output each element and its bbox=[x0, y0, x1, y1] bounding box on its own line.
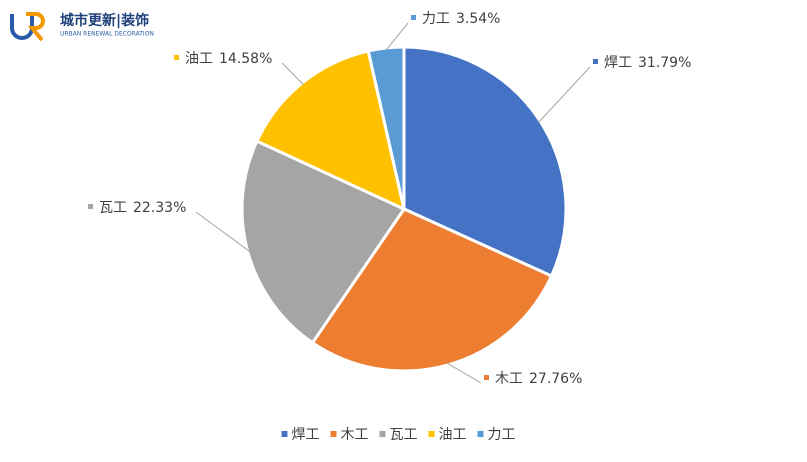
leader-line bbox=[385, 22, 409, 51]
label-value: 31.79% bbox=[638, 55, 691, 71]
label-category: 油工 bbox=[185, 51, 213, 67]
legend-label: 瓦工 bbox=[390, 427, 418, 443]
legend-label: 焊工 bbox=[292, 427, 320, 443]
legend-label: 力工 bbox=[488, 427, 516, 443]
legend-swatch bbox=[379, 431, 386, 437]
label-value: 27.76% bbox=[529, 371, 582, 387]
logo-icon bbox=[26, 12, 45, 42]
data-label: 油工 14.58% bbox=[185, 51, 272, 67]
leader-line bbox=[281, 62, 304, 85]
pie-slice bbox=[310, 207, 554, 373]
leader-line bbox=[446, 362, 482, 384]
label-marker bbox=[484, 375, 489, 380]
label-marker bbox=[88, 204, 93, 209]
logo-name: 城市更新|装饰 bbox=[60, 12, 149, 29]
leader-line bbox=[538, 66, 591, 123]
data-label: 焊工 31.79% bbox=[604, 55, 691, 71]
leader-line bbox=[195, 211, 251, 252]
label-value: 22.33% bbox=[133, 200, 186, 216]
label-marker bbox=[174, 55, 179, 60]
label-category: 木工 bbox=[495, 371, 523, 387]
data-label: 力工 3.54% bbox=[422, 11, 500, 27]
legend-label: 木工 bbox=[341, 427, 369, 443]
label-value: 3.54% bbox=[456, 11, 500, 27]
legend-swatch bbox=[281, 431, 288, 437]
data-label: 木工 27.76% bbox=[495, 371, 582, 387]
legend-swatch bbox=[477, 431, 484, 437]
label-category: 力工 bbox=[422, 11, 450, 27]
pie-slice bbox=[366, 45, 406, 210]
legend-swatch bbox=[330, 431, 337, 437]
label-marker bbox=[593, 59, 598, 64]
logo-subtitle: URBAN RENEWAL DECORATION bbox=[60, 31, 154, 38]
logo: 城市更新|装饰 URBAN RENEWAL DECORATION bbox=[10, 12, 154, 42]
legend-label: 油工 bbox=[439, 427, 467, 443]
label-category: 焊工 bbox=[604, 55, 632, 71]
data-label: 瓦工 22.33% bbox=[99, 200, 186, 216]
label-marker bbox=[411, 15, 416, 20]
label-category: 瓦工 bbox=[99, 200, 127, 216]
legend-swatch bbox=[428, 431, 435, 437]
label-value: 14.58% bbox=[219, 51, 272, 67]
